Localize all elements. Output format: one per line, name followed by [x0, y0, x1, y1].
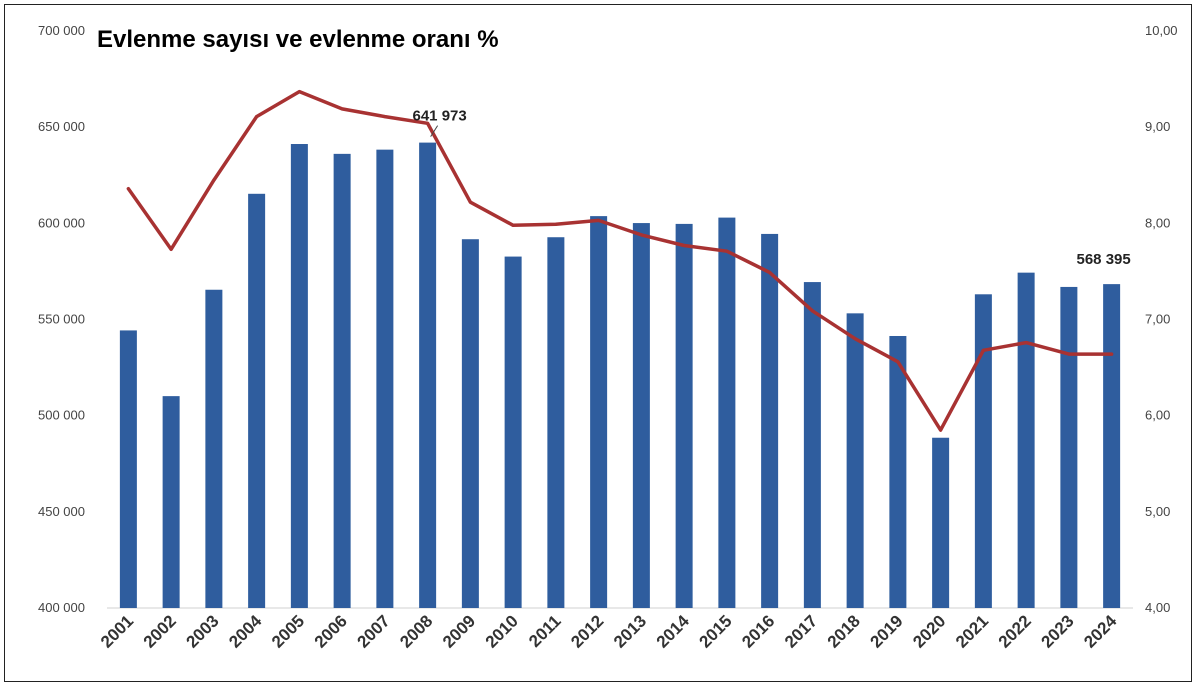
- x-tick-label: 2002: [140, 611, 180, 651]
- bar: [162, 396, 180, 608]
- bar: [461, 239, 479, 608]
- bar: [889, 335, 907, 608]
- line-point: [853, 337, 857, 341]
- y-left-tick-label: 600 000: [38, 215, 85, 230]
- line-point: [896, 360, 900, 364]
- y-left-tick-label: 650 000: [38, 119, 85, 134]
- line-point: [212, 178, 216, 182]
- bar: [1103, 284, 1121, 608]
- x-tick-label: 2010: [482, 611, 522, 651]
- x-tick-label: 2015: [696, 611, 736, 651]
- data-label: 641 973: [413, 108, 467, 125]
- x-tick-label: 2011: [525, 611, 565, 651]
- line-point: [1024, 341, 1028, 345]
- x-tick-label: 2001: [97, 611, 137, 651]
- line-point: [810, 309, 814, 313]
- line-point: [468, 200, 472, 204]
- bar: [248, 193, 266, 609]
- line-point: [725, 249, 729, 253]
- line-point: [639, 233, 643, 237]
- y-right-tick-label: 10,00: [1145, 23, 1178, 38]
- line-point: [597, 218, 601, 222]
- bar: [290, 144, 308, 609]
- line-point: [511, 223, 515, 227]
- y-left-tick-label: 450 000: [38, 504, 85, 519]
- x-tick-label: 2014: [653, 611, 694, 652]
- x-tick-label: 2019: [867, 611, 907, 651]
- line-point: [383, 115, 387, 119]
- bar: [333, 153, 351, 609]
- line-point: [682, 243, 686, 247]
- y-right-tick-label: 7,00: [1145, 312, 1170, 327]
- x-tick-label: 2022: [995, 611, 1035, 651]
- y-left-tick-label: 400 000: [38, 600, 85, 615]
- x-tick-label: 2018: [824, 611, 864, 651]
- x-tick-label: 2021: [952, 611, 992, 651]
- y-left-tick-label: 700 000: [38, 23, 85, 38]
- line-point: [297, 90, 301, 94]
- line-point: [426, 121, 430, 125]
- bar: [846, 313, 864, 608]
- line-point: [554, 222, 558, 226]
- y-left-tick-label: 500 000: [38, 408, 85, 423]
- x-tick-label: 2023: [1038, 611, 1078, 651]
- data-labels: 641 973 568 395: [413, 108, 1131, 269]
- x-tick-label: 2006: [311, 611, 351, 651]
- line-point: [981, 348, 985, 352]
- x-tick-label: 2004: [225, 611, 266, 652]
- x-tick-label: 2017: [781, 611, 821, 651]
- line-series: [126, 89, 1114, 432]
- x-tick-label: 2020: [909, 611, 949, 651]
- line-point: [255, 115, 259, 119]
- y-right-tick-label: 5,00: [1145, 504, 1170, 519]
- data-label-leader: [430, 125, 439, 137]
- bar: [376, 149, 394, 609]
- y-right-tick-label: 9,00: [1145, 119, 1170, 134]
- chart-title: Evlenme sayısı ve evlenme oranı %: [97, 26, 499, 53]
- bar-series: [119, 142, 1121, 609]
- line-point: [340, 107, 344, 111]
- x-tick-label: 2007: [354, 611, 394, 651]
- bar: [675, 223, 693, 608]
- x-tick-label: 2005: [268, 611, 308, 651]
- line-point: [768, 270, 772, 274]
- bar: [1017, 272, 1035, 608]
- x-tick-label: 2013: [610, 611, 650, 651]
- x-tick-label: 2009: [439, 611, 479, 651]
- bar: [1060, 286, 1078, 608]
- bar: [718, 217, 736, 608]
- y-right-tick-label: 6,00: [1145, 408, 1170, 423]
- x-tick-label: 2012: [567, 611, 607, 651]
- line-point: [1110, 352, 1114, 356]
- x-tick-label: 2008: [396, 611, 436, 651]
- bar: [803, 282, 821, 608]
- line-point: [1067, 352, 1071, 356]
- bar: [119, 330, 137, 608]
- chart-frame: Evlenme sayısı ve evlenme oranı % 400 00…: [4, 4, 1192, 682]
- y-left-tick-label: 550 000: [38, 312, 85, 327]
- bar: [632, 223, 650, 608]
- line-point: [939, 428, 943, 432]
- bar: [504, 256, 522, 608]
- bar: [974, 294, 992, 608]
- bar: [547, 237, 565, 608]
- chart: Evlenme sayısı ve evlenme oranı % 400 00…: [38, 23, 1178, 652]
- x-tick-label: 2003: [183, 611, 223, 651]
- rate-line: [126, 89, 1114, 432]
- bar: [932, 437, 950, 608]
- x-tick-label: 2024: [1080, 611, 1121, 652]
- x-tick-label: 2016: [738, 611, 778, 651]
- y-right-tick-label: 4,00: [1145, 600, 1170, 615]
- bar: [761, 233, 779, 609]
- line-point: [126, 187, 130, 191]
- line-point: [169, 247, 173, 251]
- data-label: 568 395: [1077, 251, 1131, 268]
- y-right-tick-label: 8,00: [1145, 215, 1170, 230]
- bar: [590, 216, 608, 609]
- bar: [205, 289, 223, 608]
- bar: [419, 142, 437, 608]
